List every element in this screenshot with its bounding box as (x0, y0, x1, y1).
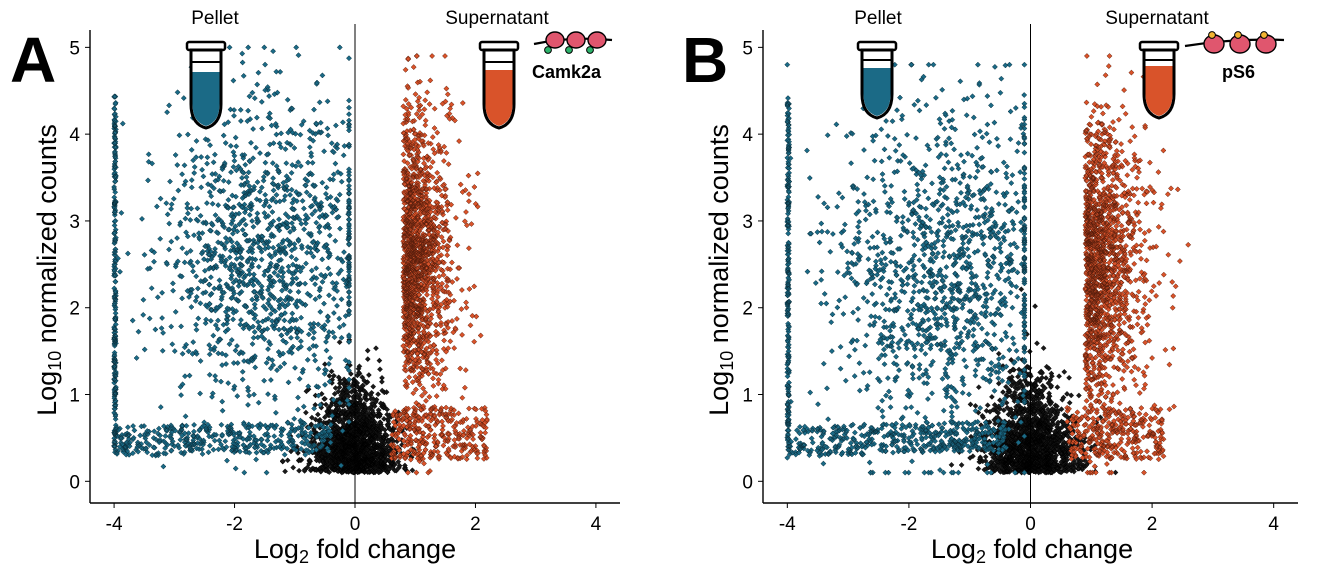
x-tick-label: 4 (591, 514, 602, 535)
y-ticks-a: 0 1 2 3 4 5 (69, 38, 90, 493)
y-tick-label: 0 (742, 472, 753, 493)
scatter-points-a (111, 44, 490, 476)
y-tick-label: 4 (69, 125, 80, 146)
y-ticks-b: 0 1 2 3 4 5 (742, 38, 763, 493)
ribosome-ps6-icon (1184, 31, 1285, 54)
points-pellet (784, 61, 1028, 476)
y-tick-label: 5 (69, 38, 80, 59)
pellet-tube-icon-b (856, 40, 898, 120)
y-tick-label: 1 (742, 386, 753, 407)
panel-a: A -4 -2 0 2 4 0 1 2 3 4 5 Log2 fold change Log10 … (10, 8, 620, 567)
y-tick-label: 4 (742, 125, 753, 146)
marker-label-b: pS6 (1222, 62, 1255, 82)
points-supernatant (388, 53, 490, 476)
supernatant-tube-icon-b (1138, 40, 1180, 120)
y-tick-label: 2 (742, 299, 753, 320)
x-tick-label: -4 (106, 514, 123, 535)
x-tick-label: 0 (350, 514, 361, 535)
marker-label-a: Camk2a (532, 62, 602, 82)
points-supernatant (1064, 53, 1192, 476)
header-pellet-a: Pellet (191, 8, 239, 29)
points-pellet (111, 44, 352, 476)
panel-letter-a: A (10, 24, 56, 96)
x-tick-label: -2 (900, 514, 917, 535)
x-tick-label: 2 (1147, 514, 1158, 535)
y-tick-label: 0 (69, 472, 80, 493)
y-tick-label: 3 (742, 212, 753, 233)
x-tick-label: 4 (1268, 514, 1279, 535)
pellet-tube-icon-a (185, 40, 227, 130)
y-tick-label: 2 (69, 299, 80, 320)
y-tick-label: 5 (742, 38, 753, 59)
x-ticks-b: -4 -2 0 2 4 (779, 503, 1279, 535)
x-ticks-a: -4 -2 0 2 4 (106, 503, 602, 535)
x-axis-title-a: Log2 fold change (254, 534, 456, 567)
header-pellet-b: Pellet (854, 8, 902, 29)
x-tick-label: 0 (1025, 514, 1036, 535)
panel-letter-b: B (682, 24, 728, 96)
x-tick-label: -4 (779, 514, 796, 535)
x-axis-title-b: Log2 fold change (931, 534, 1133, 567)
y-tick-label: 1 (69, 386, 80, 407)
y-axis-title-a: Log10 normalized counts (32, 124, 65, 416)
x-tick-label: 2 (470, 514, 481, 535)
scatter-points-b (784, 53, 1192, 476)
x-tick-label: -2 (226, 514, 243, 535)
panel-b: B -4 -2 0 2 4 0 1 2 3 4 5 Log2 fold change Log10 … (682, 8, 1298, 567)
header-supernatant-b: Supernatant (1105, 8, 1209, 29)
y-axis-title-b: Log10 normalized counts (704, 124, 737, 416)
y-tick-label: 3 (69, 212, 80, 233)
header-supernatant-a: Supernatant (445, 8, 549, 29)
ribosome-camk2a-icon (533, 31, 613, 54)
supernatant-tube-icon-a (478, 40, 520, 130)
